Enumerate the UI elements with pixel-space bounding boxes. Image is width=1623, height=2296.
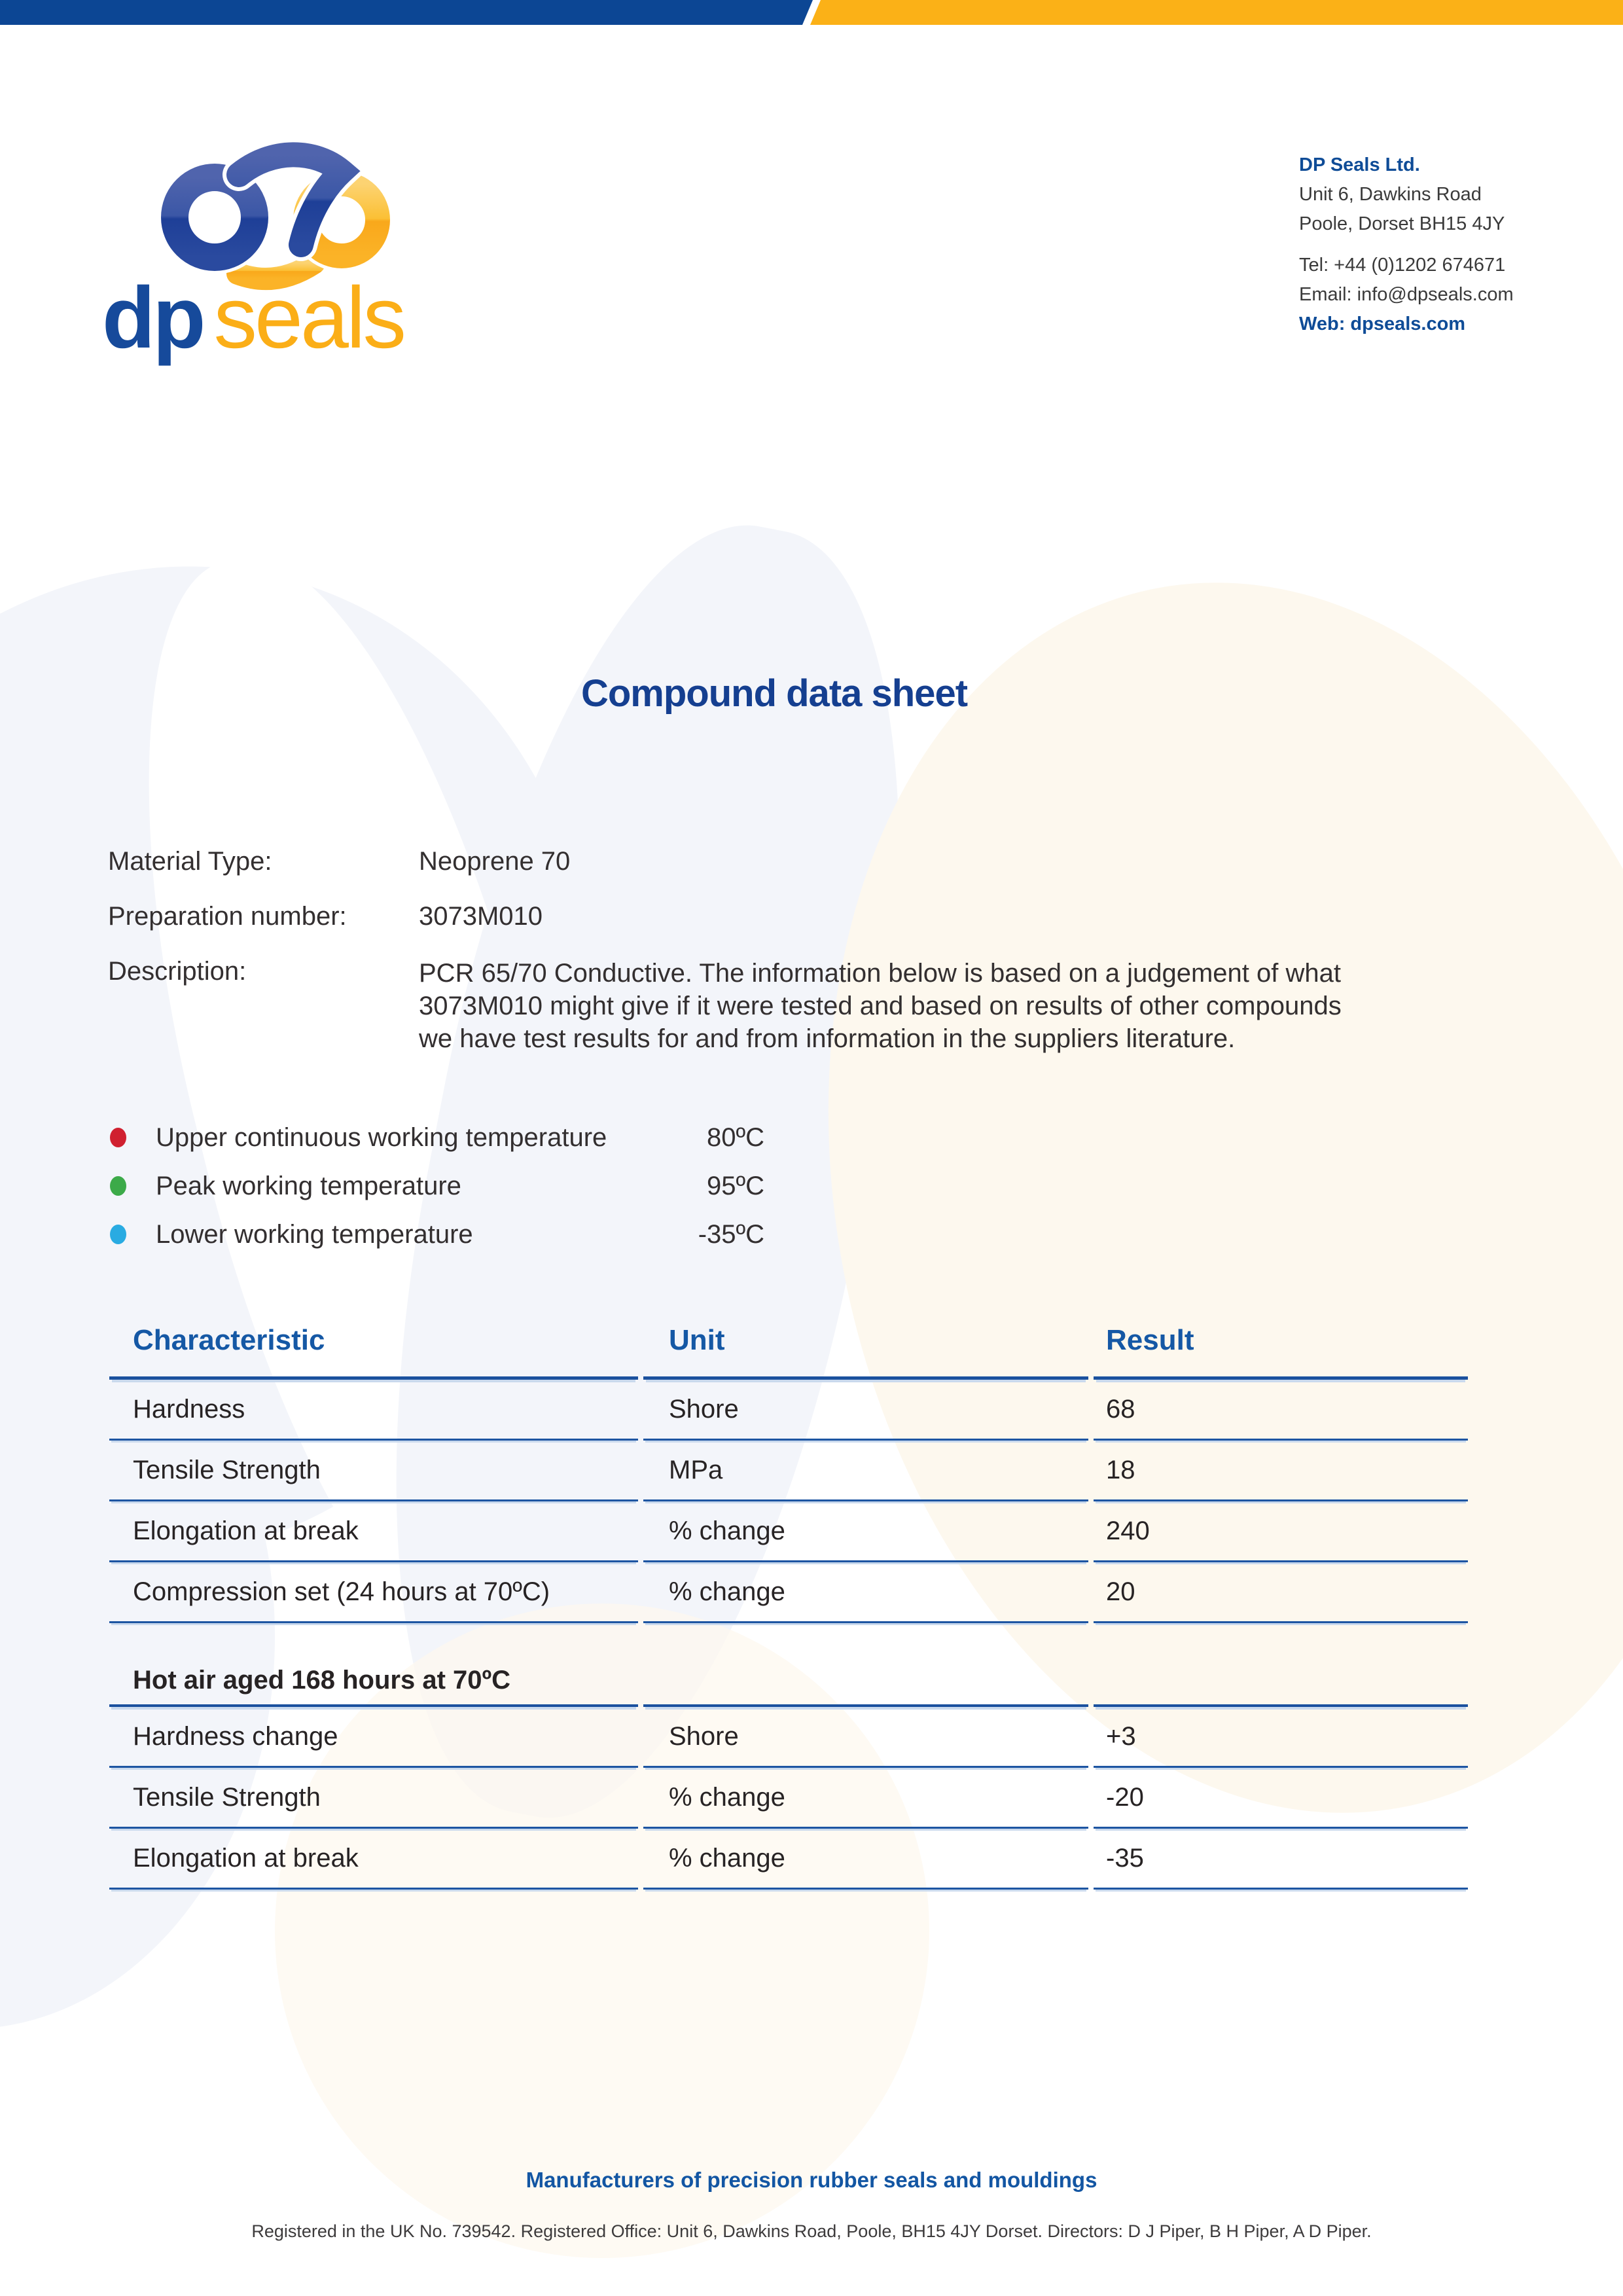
- footer-tagline: Manufacturers of precision rubber seals …: [526, 2168, 1097, 2192]
- temperature-row-lower: Lower working temperature -35ºC: [110, 1219, 764, 1250]
- cell-result: 68: [1094, 1380, 1468, 1441]
- footer-registration-text: Registered in the UK No. 739542. Registe…: [251, 2221, 1372, 2241]
- cell-result: -20: [1094, 1768, 1468, 1829]
- cell-characteristic: Elongation at break: [109, 1829, 638, 1890]
- company-name: DP Seals Ltd.: [1299, 154, 1420, 175]
- cell-characteristic: Tensile Strength: [109, 1441, 638, 1501]
- table-row: Hardness Shore 68: [109, 1380, 1468, 1441]
- cell-unit: MPa: [643, 1441, 1088, 1501]
- table-row: Tensile Strength MPa 18: [109, 1441, 1468, 1501]
- company-address-line2: Poole, Dorset BH15 4JY: [1299, 213, 1505, 234]
- cell-unit: % change: [643, 1562, 1088, 1623]
- table-section-header-row: Hot air aged 168 hours at 70ºC: [109, 1649, 1468, 1707]
- description-label: Description:: [108, 957, 247, 986]
- company-address-line1: Unit 6, Dawkins Road: [1299, 184, 1482, 205]
- table-row: Elongation at break % change 240: [109, 1501, 1468, 1562]
- preparation-number-label: Preparation number:: [108, 902, 347, 931]
- cell-result: 18: [1094, 1441, 1468, 1501]
- cell-characteristic: Hardness change: [109, 1707, 638, 1768]
- table-section-spacer: [109, 1623, 1468, 1649]
- cell-unit: Shore: [643, 1380, 1088, 1441]
- table-row: Hardness change Shore +3: [109, 1707, 1468, 1768]
- cell-result: 20: [1094, 1562, 1468, 1623]
- temperature-value: 80ºC: [707, 1122, 764, 1152]
- company-contact-block: DP Seals Ltd. Unit 6, Dawkins Road Poole…: [1299, 151, 1607, 339]
- material-type-label: Material Type:: [108, 847, 272, 876]
- characteristics-table: Characteristic Unit Result Hardness Shor…: [109, 1304, 1468, 1890]
- temperature-label: Peak working temperature: [156, 1171, 461, 1200]
- cell-unit: Shore: [643, 1707, 1088, 1768]
- temperature-row-peak: Peak working temperature 95ºC: [110, 1170, 764, 1202]
- table-row: Elongation at break % change -35: [109, 1829, 1468, 1890]
- cell-characteristic: Tensile Strength: [109, 1768, 638, 1829]
- logo-text-dp: dp: [102, 270, 205, 367]
- contact-spacer: [1299, 239, 1607, 251]
- cell-characteristic: Elongation at break: [109, 1501, 638, 1562]
- logo-text-seals: seals: [213, 270, 406, 367]
- preparation-number-value: 3073M010: [419, 902, 543, 931]
- cell-unit: % change: [643, 1829, 1088, 1890]
- table-header-row: Characteristic Unit Result: [109, 1304, 1468, 1380]
- logo-wordmark: dp seals: [102, 275, 406, 362]
- cell-characteristic: Hardness: [109, 1380, 638, 1441]
- company-tel: Tel: +44 (0)1202 674671: [1299, 255, 1506, 276]
- blue-bullet-icon: [110, 1225, 126, 1244]
- table-row: Tensile Strength % change -20: [109, 1768, 1468, 1829]
- page-title: Compound data sheet: [580, 672, 968, 715]
- description-value: PCR 65/70 Conductive. The information be…: [419, 959, 1342, 1053]
- material-type-value: Neoprene 70: [419, 847, 571, 876]
- green-bullet-icon: [110, 1176, 126, 1196]
- temperature-value: -35ºC: [698, 1219, 764, 1249]
- company-web-link[interactable]: Web: dpseals.com: [1299, 314, 1466, 334]
- temperature-value: 95ºC: [707, 1171, 764, 1200]
- background-swoosh-cream-bottom: [275, 1604, 929, 2258]
- column-header-result: Result: [1094, 1304, 1468, 1380]
- top-bar-yellow-segment: [810, 0, 1623, 25]
- cell-result: +3: [1094, 1707, 1468, 1768]
- red-bullet-icon: [110, 1128, 126, 1147]
- cell-unit: % change: [643, 1501, 1088, 1562]
- temperature-label: Upper continuous working temperature: [156, 1122, 607, 1152]
- dp-seals-logo: dp seals: [98, 139, 478, 407]
- top-bar-blue-segment: [0, 0, 813, 25]
- cell-unit: % change: [643, 1768, 1088, 1829]
- dp-seals-logo-rings-icon: [158, 139, 393, 295]
- cell-result: -35: [1094, 1829, 1468, 1890]
- cell-result: 240: [1094, 1501, 1468, 1562]
- company-email: Email: info@dpseals.com: [1299, 284, 1514, 305]
- temperature-row-upper: Upper continuous working temperature 80º…: [110, 1122, 764, 1153]
- section-header-hot-air-aged: Hot air aged 168 hours at 70ºC: [109, 1649, 638, 1707]
- column-header-characteristic: Characteristic: [109, 1304, 638, 1380]
- column-header-unit: Unit: [643, 1304, 1088, 1380]
- temperature-label: Lower working temperature: [156, 1219, 473, 1249]
- cell-characteristic: Compression set (24 hours at 70ºC): [109, 1562, 638, 1623]
- table-row: Compression set (24 hours at 70ºC) % cha…: [109, 1562, 1468, 1623]
